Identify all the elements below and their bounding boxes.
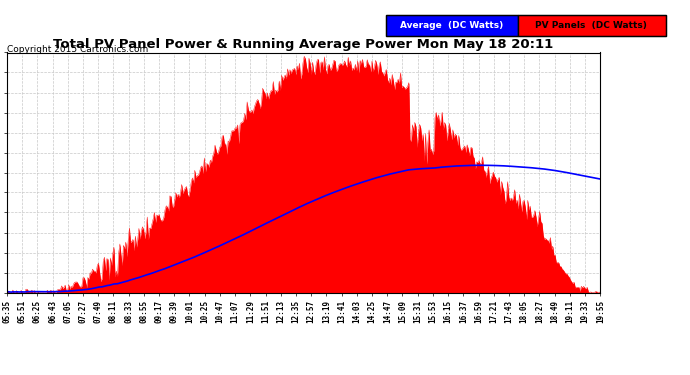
Text: Copyright 2015 Cartronics.com: Copyright 2015 Cartronics.com [7,45,148,54]
Title: Total PV Panel Power & Running Average Power Mon May 18 20:11: Total PV Panel Power & Running Average P… [53,38,553,51]
Text: PV Panels  (DC Watts): PV Panels (DC Watts) [535,21,647,30]
Text: Average  (DC Watts): Average (DC Watts) [400,21,504,30]
